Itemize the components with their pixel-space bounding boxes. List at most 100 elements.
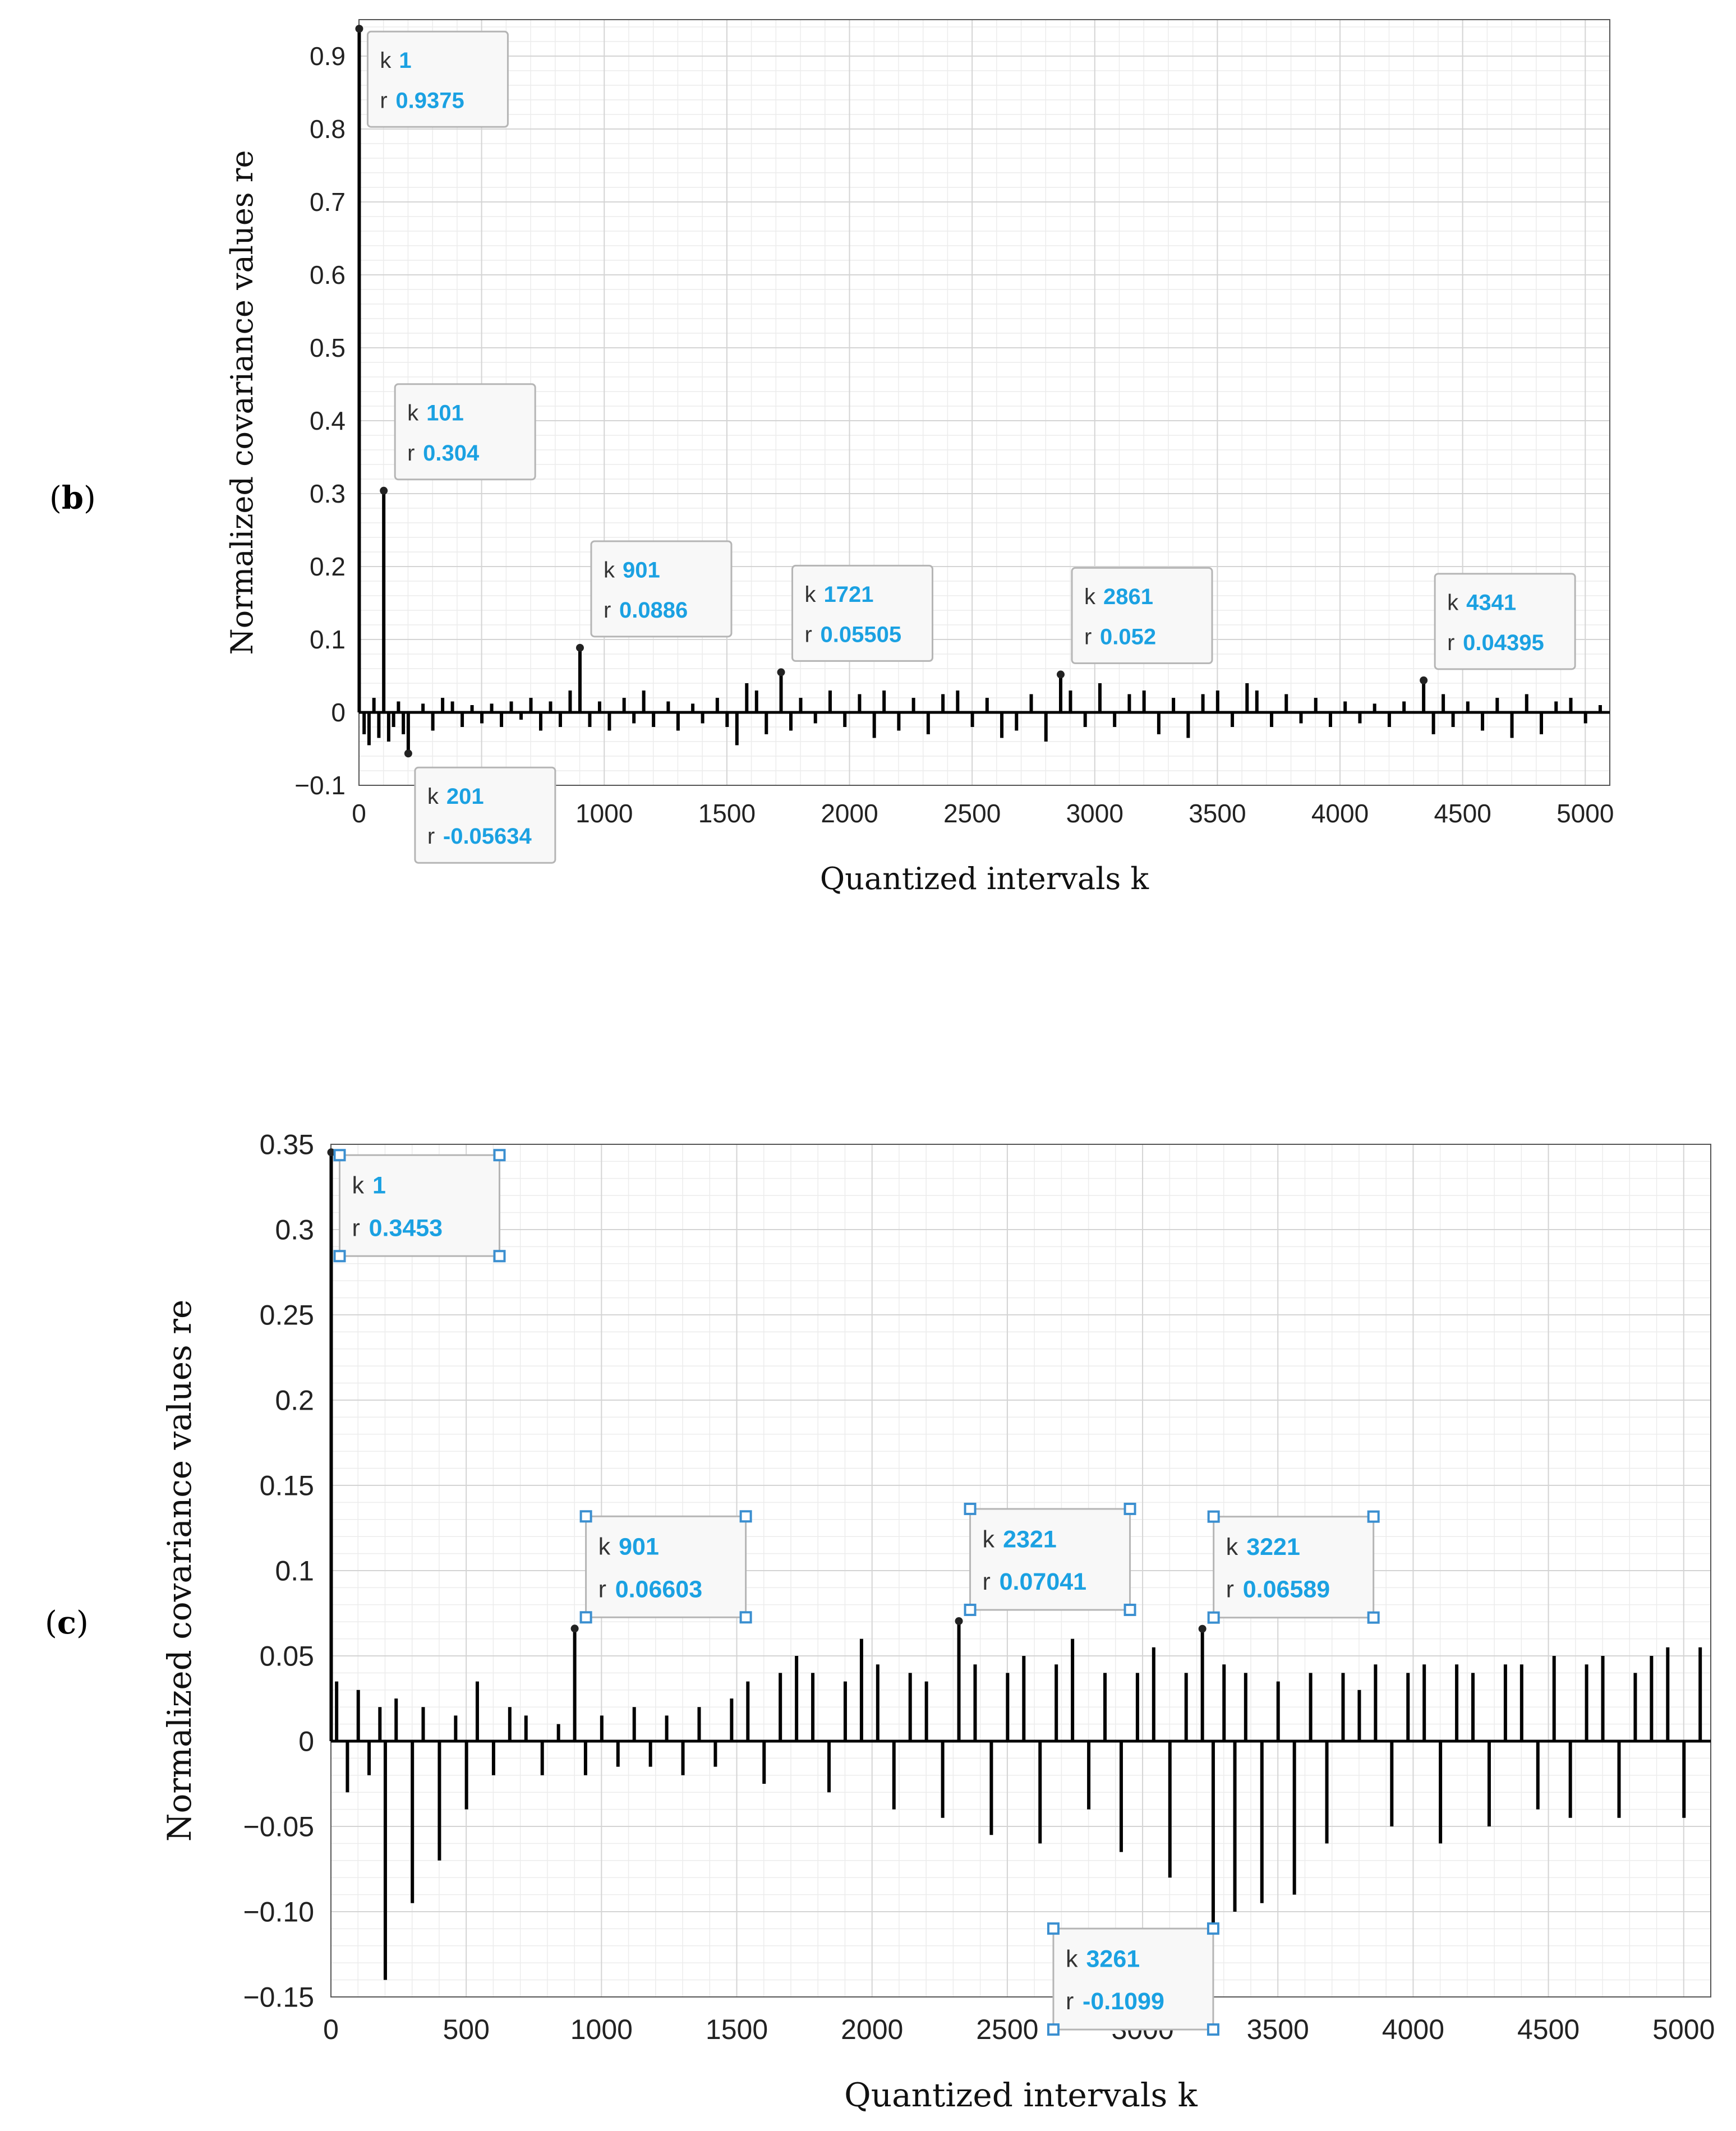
datatip: k 901 r 0.06603 [579, 1510, 752, 1624]
y-tick-label: 0.4 [310, 406, 346, 435]
datatip-k-key: k [1066, 1945, 1078, 1972]
x-tick-label: 4000 [1382, 2014, 1444, 2045]
x-tick-label: 0 [323, 2014, 339, 2045]
datatip-r-value: 0.06589 [1243, 1576, 1330, 1603]
datatip-r-key: r [380, 88, 387, 113]
x-tick-label: 3500 [1189, 799, 1246, 828]
datatip-marker [1056, 670, 1065, 679]
datatip-r-value: 0.9375 [395, 88, 464, 113]
x-tick-label: 1000 [575, 799, 633, 828]
datatip-r-value: 0.304 [423, 441, 480, 466]
datatip-box [366, 30, 509, 128]
datatip-r-key: r [1084, 624, 1092, 649]
datatip: k 101 r 0.304 [394, 383, 536, 481]
x-tick-label: 2000 [841, 2014, 903, 2045]
datatip-handle [1367, 1510, 1380, 1523]
x-tick-label: 4500 [1517, 2014, 1580, 2045]
datatip: k 901 r 0.0886 [590, 540, 733, 638]
datatip-k-value: 2861 [1103, 584, 1153, 609]
y-tick-label: 0.9 [310, 42, 346, 71]
datatip-box [585, 1515, 747, 1618]
y-tick-label: 0.15 [260, 1470, 314, 1502]
panel-label-letter: c [57, 1604, 76, 1641]
datatip-k-key: k [380, 48, 392, 73]
datatip-handle [1123, 1603, 1136, 1616]
datatip-r-key: r [352, 1214, 360, 1241]
datatip-k-value: 901 [623, 558, 660, 582]
x-tick-label: 0 [352, 799, 366, 828]
x-tick-label: 3500 [1247, 2014, 1309, 2045]
datatip-k-key: k [598, 1534, 611, 1561]
datatip-handle [493, 1250, 506, 1263]
datatip-k-key: k [1226, 1534, 1238, 1561]
datatip-r-value: 0.0886 [619, 598, 688, 623]
datatip: k 201 r -0.05634 [414, 766, 556, 864]
datatip-k-key: k [983, 1526, 995, 1553]
datatip-marker [404, 749, 412, 758]
datatip-r-value: 0.07041 [1000, 1568, 1086, 1595]
datatip-marker [380, 486, 388, 495]
datatip-k-key: k [427, 784, 439, 809]
plot-area [359, 20, 1610, 785]
datatip-k-value: 201 [446, 784, 484, 809]
y-tick-label: 0.8 [310, 114, 346, 144]
x-tick-label: 4500 [1434, 799, 1491, 828]
datatip-handle [739, 1510, 752, 1523]
datatip-handle [1047, 2023, 1060, 2036]
y-tick-label: 0.1 [275, 1555, 314, 1587]
datatip: k 4341 r 0.04395 [1434, 573, 1576, 670]
y-tick-label: 0.2 [310, 552, 346, 581]
x-tick-label: 500 [443, 2014, 489, 2045]
datatip-handle [1207, 1611, 1220, 1624]
panel-label-b: (b) [49, 480, 96, 517]
y-tick-label: 0.7 [310, 187, 346, 217]
datatip-r-value: 0.04395 [1463, 630, 1544, 655]
x-tick-label: 5000 [1557, 799, 1614, 828]
datatip-box [791, 564, 934, 662]
datatip-r-key: r [598, 1576, 606, 1603]
datatip-k-value: 1 [372, 1172, 386, 1199]
datatip-k-value: 1 [399, 48, 411, 73]
datatip-box [1213, 1516, 1375, 1619]
datatip-box [590, 540, 733, 638]
x-tick-label: 2500 [976, 2014, 1038, 2045]
datatip-handle [739, 1611, 752, 1624]
datatip-r-key: r [1226, 1576, 1234, 1603]
datatip-r-value: 0.3453 [369, 1214, 443, 1241]
y-tick-label: 0.3 [275, 1214, 314, 1246]
x-tick-label: 1500 [698, 799, 756, 828]
datatip: k 3221 r 0.06589 [1207, 1510, 1380, 1624]
chart-c: 0500100015002000250030003500400045005000… [160, 1129, 1715, 2115]
datatip-box [1071, 567, 1213, 664]
datatip-box [1434, 573, 1576, 670]
datatip-handle [333, 1149, 346, 1162]
datatip-handle [964, 1603, 977, 1616]
x-tick-label: 1500 [706, 2014, 768, 2045]
datatip-r-value: -0.1099 [1083, 1988, 1164, 2015]
datatip-handle [493, 1149, 506, 1162]
datatip-r-value: -0.05634 [443, 824, 532, 849]
datatip-k-value: 3221 [1246, 1534, 1300, 1561]
datatip-handle [1047, 1922, 1060, 1935]
datatip-handle [964, 1502, 977, 1515]
panel-label-close: ) [76, 1605, 89, 1641]
datatip-marker [1420, 676, 1428, 684]
datatip-k-key: k [1084, 584, 1096, 609]
y-tick-label: 0 [298, 1726, 314, 1757]
datatip-k-value: 3261 [1086, 1945, 1140, 1972]
y-tick-label: 0.35 [260, 1129, 314, 1161]
x-tick-label: 3000 [1066, 799, 1123, 828]
datatip: k 1r 0.3453 [333, 1149, 506, 1263]
datatip-k-key: k [407, 401, 419, 425]
x-tick-label: 5000 [1652, 2014, 1715, 2045]
datatip-r-key: r [805, 622, 812, 647]
datatip: k 3261 r -0.1099 [1047, 1922, 1219, 2036]
datatip-handle [1207, 1510, 1220, 1523]
x-tick-label: 2500 [943, 799, 1001, 828]
y-axis-label: Normalized covariance values re [224, 150, 260, 655]
panel-label-close: ) [84, 480, 96, 517]
datatip-marker [1198, 1624, 1207, 1633]
x-tick-label: 1000 [570, 2014, 633, 2045]
datatip-r-key: r [1066, 1988, 1074, 2015]
x-tick-label: 4000 [1311, 799, 1369, 828]
